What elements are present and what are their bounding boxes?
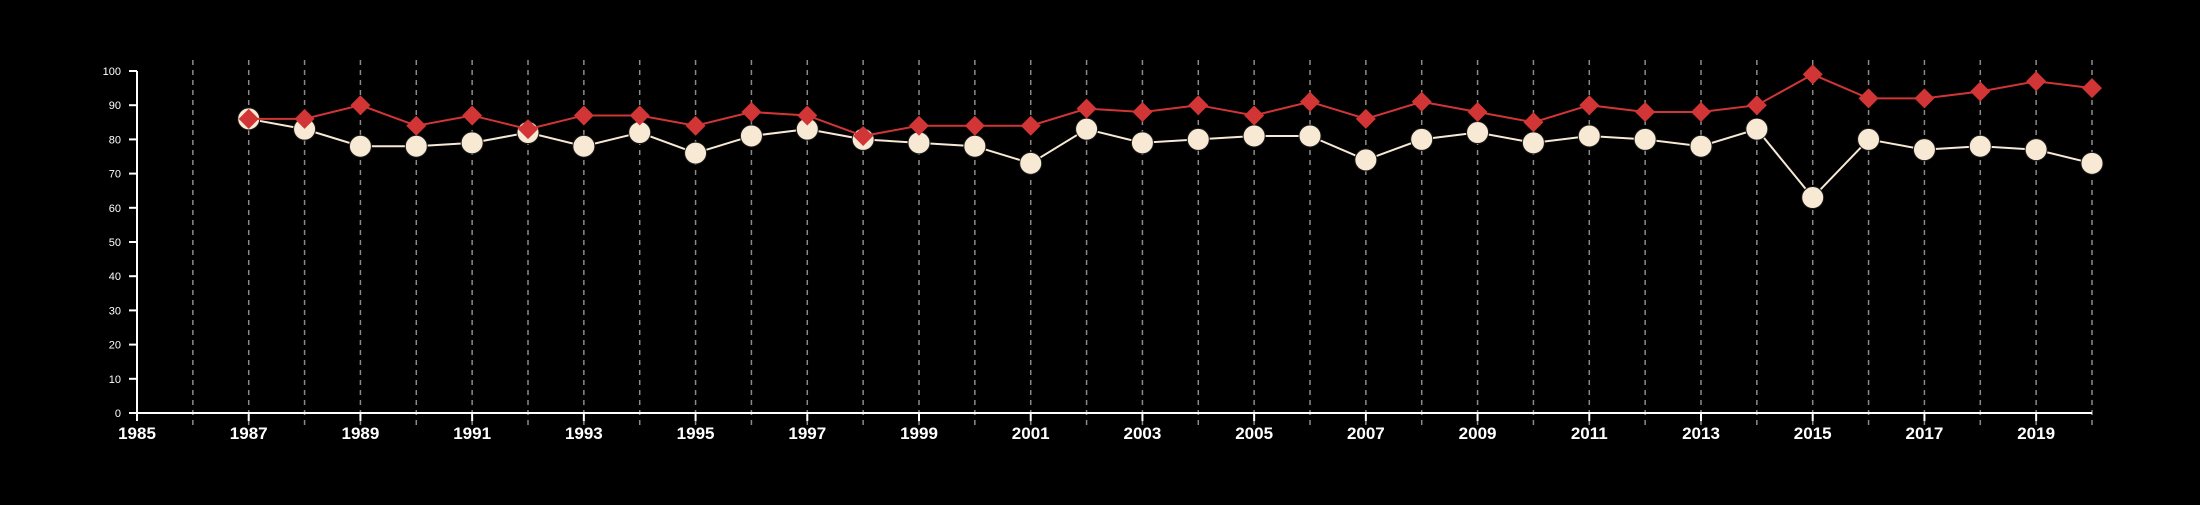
x-tick-label: 2001 <box>1012 424 1050 443</box>
series-1-point <box>460 131 484 155</box>
series-2-point <box>294 108 315 129</box>
x-tick-label: 1995 <box>677 424 715 443</box>
x-tick-label: 2011 <box>1571 424 1608 443</box>
y-tick-label: 50 <box>109 237 121 249</box>
series-1-point <box>1242 124 1266 148</box>
series-2-point <box>1355 108 1376 129</box>
series-1-point <box>739 124 763 148</box>
series-2-point <box>1020 115 1041 136</box>
series-2-point <box>1970 81 1991 102</box>
series-2-point <box>2026 71 2047 92</box>
series-1-point <box>1801 186 1825 210</box>
series-2-point <box>238 108 259 129</box>
series-1-point <box>1186 127 1210 151</box>
series-2-point <box>909 115 929 136</box>
series-1-point <box>1466 121 1490 145</box>
series-1-point <box>1075 117 1099 141</box>
series-2-point <box>1467 102 1488 123</box>
series-1-point <box>348 134 372 158</box>
x-tick-label: 2009 <box>1459 424 1497 443</box>
series-2-line <box>248 73 2093 138</box>
series-1-point <box>572 134 596 158</box>
series-1-line <box>248 117 2093 200</box>
series-1-point <box>1912 138 1936 162</box>
series-2-point <box>629 105 650 126</box>
series-2-point <box>797 105 818 126</box>
x-tick-label: 1997 <box>788 424 826 443</box>
axis-layer: 0 10 20 30 40 50 60 70 80 90 100 1985 1987 1989 1991 19… <box>103 66 2092 443</box>
x-tick-label: 2003 <box>1124 424 1162 443</box>
series-1-point <box>1745 117 1769 141</box>
series-2-point <box>853 125 874 146</box>
series-2-point <box>1076 98 1097 119</box>
series-2-point <box>1858 88 1879 109</box>
x-tick-label: 2019 <box>2017 424 2055 443</box>
y-tick-label: 60 <box>109 203 121 215</box>
y-tick-label: 30 <box>109 305 121 317</box>
series-2-point <box>1579 95 1600 116</box>
y-tick-label: 20 <box>109 340 121 352</box>
series-1-point <box>404 134 428 158</box>
y-tick-label: 70 <box>109 169 121 181</box>
series-1-point <box>684 141 708 165</box>
x-tick-label: 2015 <box>1794 424 1832 443</box>
series-1-point <box>1633 127 1657 151</box>
x-tick-label: 2013 <box>1682 424 1720 443</box>
series-1-point <box>1521 131 1545 155</box>
series-2-point <box>406 115 427 136</box>
series-1-point <box>1968 134 1992 158</box>
x-tick-label: 2007 <box>1347 424 1385 443</box>
series-2-point <box>573 105 594 126</box>
x-tick-label: 2005 <box>1235 424 1273 443</box>
series-2-point <box>1244 105 1265 126</box>
series-2-point <box>2082 78 2102 99</box>
series-2-point <box>1188 95 1209 116</box>
x-tick-label: 1999 <box>900 424 938 443</box>
series-2-point <box>964 115 985 136</box>
series-1-point <box>1577 124 1601 148</box>
series-1-point <box>2024 138 2048 162</box>
series-2-point <box>1523 112 1544 133</box>
y-tick-label: 40 <box>109 271 121 283</box>
series-2-point <box>462 105 483 126</box>
series-2-point <box>685 115 706 136</box>
series-1-point <box>1857 127 1881 151</box>
series-2-point <box>1746 95 1767 116</box>
x-tick-label: 1989 <box>342 424 380 443</box>
series-2-point <box>1914 88 1935 109</box>
x-tick-label: 1987 <box>230 424 268 443</box>
x-tick-label: 1985 <box>118 424 156 443</box>
y-tick-label: 80 <box>109 134 121 146</box>
series-2-point <box>1802 64 1823 85</box>
series-1-point <box>2080 151 2104 175</box>
series-1-point <box>1410 127 1434 151</box>
series-2-point <box>741 102 762 123</box>
y-tick-label: 90 <box>109 100 121 112</box>
series-1-point <box>1298 124 1322 148</box>
series-2-point <box>1635 102 1656 123</box>
y-tick-label: 10 <box>109 374 121 386</box>
x-tick-label: 1993 <box>565 424 603 443</box>
y-tick-label: 0 <box>115 408 121 420</box>
series-1-point <box>1689 134 1713 158</box>
series-2-point <box>1300 91 1320 112</box>
x-tick-label: 2017 <box>1906 424 1944 443</box>
series-2-point <box>350 95 371 116</box>
series-layer <box>237 64 2104 210</box>
series-1-point <box>1130 131 1154 155</box>
series-1-point <box>1019 151 1043 175</box>
series-2-point <box>1411 91 1432 112</box>
y-tick-label: 100 <box>103 66 121 78</box>
series-1-point <box>963 134 987 158</box>
series-2-point <box>1691 102 1711 123</box>
series-2-point <box>1132 102 1153 123</box>
series-2-point <box>518 119 538 140</box>
series-1-point <box>1354 148 1378 172</box>
x-tick-label: 1991 <box>453 424 491 443</box>
